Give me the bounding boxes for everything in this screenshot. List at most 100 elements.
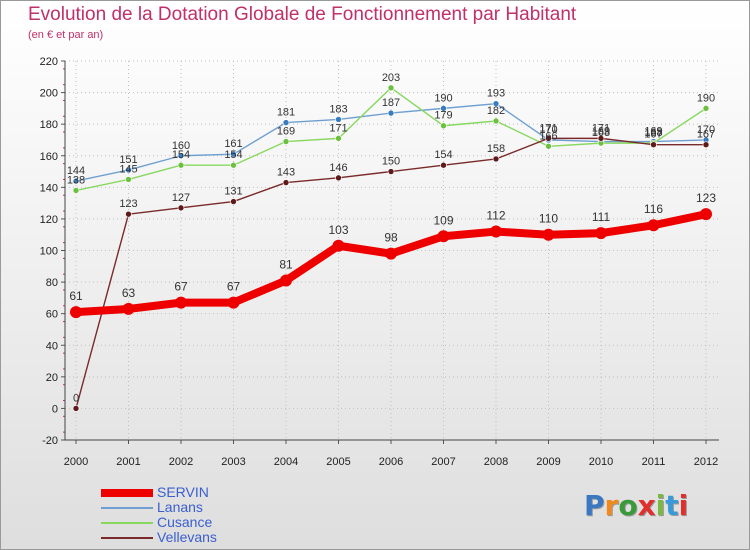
legend-swatch <box>101 536 153 539</box>
data-label-cusance: 168 <box>592 127 610 139</box>
data-point-cusance <box>177 161 185 169</box>
y-tick-label: 0 <box>52 403 58 415</box>
data-label-cusance: 169 <box>277 126 295 138</box>
data-label-lanans: 170 <box>539 124 557 136</box>
data-label-servin: 61 <box>69 289 83 303</box>
data-point-cusance <box>125 176 132 183</box>
data-label-vellevans: 0 <box>73 392 79 404</box>
data-label-lanans: 151 <box>119 154 137 166</box>
data-point-cusance <box>702 105 710 112</box>
data-label-servin: 103 <box>328 223 348 237</box>
x-tick-label: 2007 <box>431 456 455 468</box>
x-tick-label: 2002 <box>169 456 193 468</box>
data-label-vellevans: 154 <box>434 149 452 161</box>
data-label-servin: 112 <box>486 209 505 223</box>
data-point-vellevans <box>702 141 710 148</box>
data-point-vellevans <box>597 135 605 142</box>
data-point-vellevans <box>387 168 395 175</box>
data-point-vellevans <box>125 210 132 218</box>
y-tick-label: 100 <box>40 246 58 258</box>
data-label-vellevans: 167 <box>697 129 715 141</box>
data-label-cusance: 171 <box>329 122 347 134</box>
y-tick-label: -20 <box>42 435 58 447</box>
data-label-lanans: 190 <box>434 92 452 104</box>
x-tick-label: 2006 <box>379 456 403 468</box>
axes: -20 0 20 40 60 80 100 120 140 160 180 200 220 2000 200… <box>40 56 719 468</box>
data-label-lanans: 161 <box>224 138 242 150</box>
data-label-servin: 67 <box>227 280 241 294</box>
data-point-cusance <box>282 138 290 145</box>
legend-item-cusance: Cusance <box>101 515 301 530</box>
x-tick-label: 2005 <box>326 456 350 468</box>
logo-letter: t <box>665 489 679 522</box>
data-label-lanans: 187 <box>382 97 400 109</box>
data-label-cusance: 145 <box>119 163 137 175</box>
data-point-servin <box>595 227 607 240</box>
data-point-servin <box>647 219 660 232</box>
x-tick-label: 2010 <box>589 456 613 468</box>
data-point-cusance <box>492 117 500 125</box>
data-point-servin <box>175 296 187 309</box>
legend-item-vellevans: Vellevans <box>101 530 301 545</box>
data-label-servin: 98 <box>384 231 398 245</box>
data-label-cusance: 190 <box>697 92 715 104</box>
data-point-cusance <box>72 187 80 194</box>
x-tick-label: 2001 <box>116 456 140 468</box>
data-point-lanans <box>492 100 500 107</box>
data-label-vellevans: 143 <box>277 167 295 179</box>
data-label-servin: 63 <box>122 286 136 300</box>
chart-subtitle: (en € et par an) <box>28 29 104 41</box>
data-point-lanans <box>230 150 237 158</box>
legend-label: Lanans <box>157 499 203 515</box>
data-label-lanans: 170 <box>697 124 715 136</box>
data-label-lanans: 160 <box>172 140 190 152</box>
data-label-vellevans: 131 <box>224 186 242 198</box>
logo-letter: P <box>584 489 605 522</box>
data-label-vellevans: 167 <box>644 129 662 141</box>
data-point-servin <box>332 239 345 252</box>
data-point-vellevans <box>282 179 290 186</box>
data-point-cusance <box>545 142 552 150</box>
x-tick-label: 2003 <box>221 456 245 468</box>
legend-label: Cusance <box>157 514 213 530</box>
data-label-servin: 67 <box>174 280 188 294</box>
data-point-lanans <box>177 152 185 160</box>
data-point-vellevans <box>650 141 657 148</box>
data-point-vellevans <box>72 405 80 412</box>
x-tick-label: 2012 <box>694 456 718 468</box>
logo-letter: r <box>604 489 619 522</box>
data-point-lanans <box>125 166 132 174</box>
legend-swatch <box>101 521 153 524</box>
legend-swatch <box>101 488 153 497</box>
data-label-vellevans: 171 <box>539 122 557 134</box>
data-point-servin <box>227 296 240 309</box>
data-point-lanans <box>282 119 290 126</box>
x-tick-label: 2004 <box>274 456 298 468</box>
data-point-servin <box>70 306 82 319</box>
data-point-lanans <box>387 109 395 117</box>
data-point-servin <box>280 274 292 287</box>
x-tick-label: 2000 <box>64 456 88 468</box>
data-label-cusance: 138 <box>67 174 85 186</box>
gridlines <box>65 60 719 441</box>
y-tick-label: 140 <box>40 182 58 194</box>
data-label-servin: 109 <box>433 213 453 227</box>
logo-letter: o <box>618 489 638 522</box>
y-tick-label: 220 <box>40 56 58 68</box>
proxiti-logo: Proxiti <box>584 489 688 522</box>
data-label-cusance: 182 <box>487 105 505 117</box>
data-point-servin <box>437 230 450 243</box>
data-label-cusance: 179 <box>434 110 452 122</box>
y-tick-label: 80 <box>46 277 58 289</box>
data-point-cusance <box>387 84 395 92</box>
data-point-vellevans <box>177 204 185 212</box>
data-point-lanans <box>440 105 447 112</box>
data-label-cusance: 203 <box>382 72 400 84</box>
data-point-lanans <box>335 116 342 123</box>
x-tick-label: 2009 <box>536 456 560 468</box>
data-point-cusance <box>440 122 447 130</box>
data-point-servin <box>490 225 502 238</box>
